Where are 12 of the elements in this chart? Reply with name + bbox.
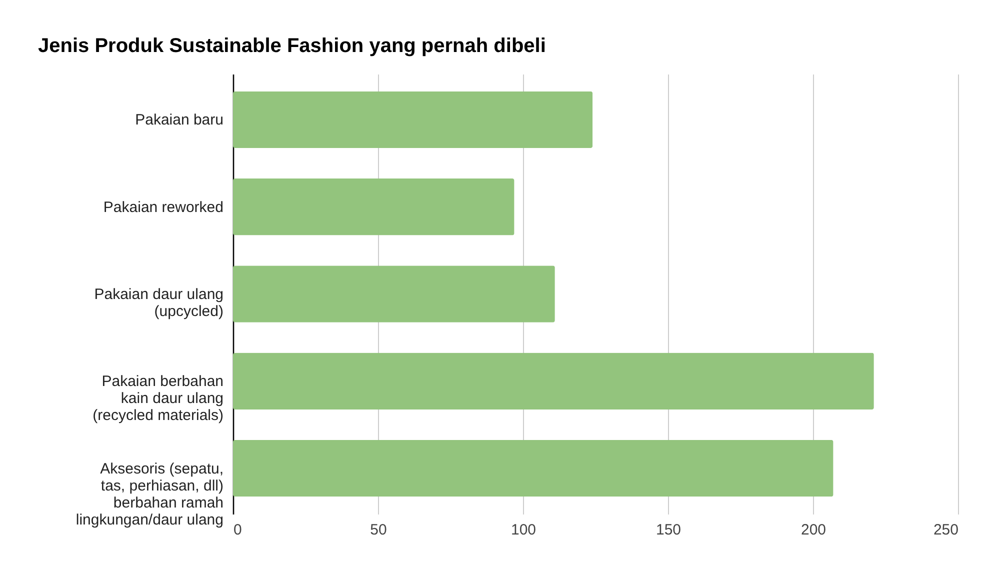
chart-title: Jenis Produk Sustainable Fashion yang pernah dibeli [38, 35, 546, 57]
y-tick-label: Pakaian berbahan kain daur ulang (recycled materials) [92, 373, 224, 424]
x-tick-label: 150 [656, 522, 682, 538]
y-tick-label: Pakaian reworked [103, 198, 224, 216]
x-tick-label: 50 [370, 522, 387, 538]
x-tick-label: 250 [933, 522, 958, 538]
x-tick-label: 100 [510, 522, 536, 538]
x-tick-label: 200 [800, 522, 826, 538]
x-tick-label: 0 [234, 522, 242, 538]
y-tick-label: Aksesoris (sepatu, tas, perhiasan, dll) berbahan ramah lingkungan/daur ulang [76, 460, 224, 528]
y-tick-label: Pakaian daur ulang (upcycled) [94, 286, 224, 320]
y-tick-label: Pakaian baru [135, 112, 224, 129]
